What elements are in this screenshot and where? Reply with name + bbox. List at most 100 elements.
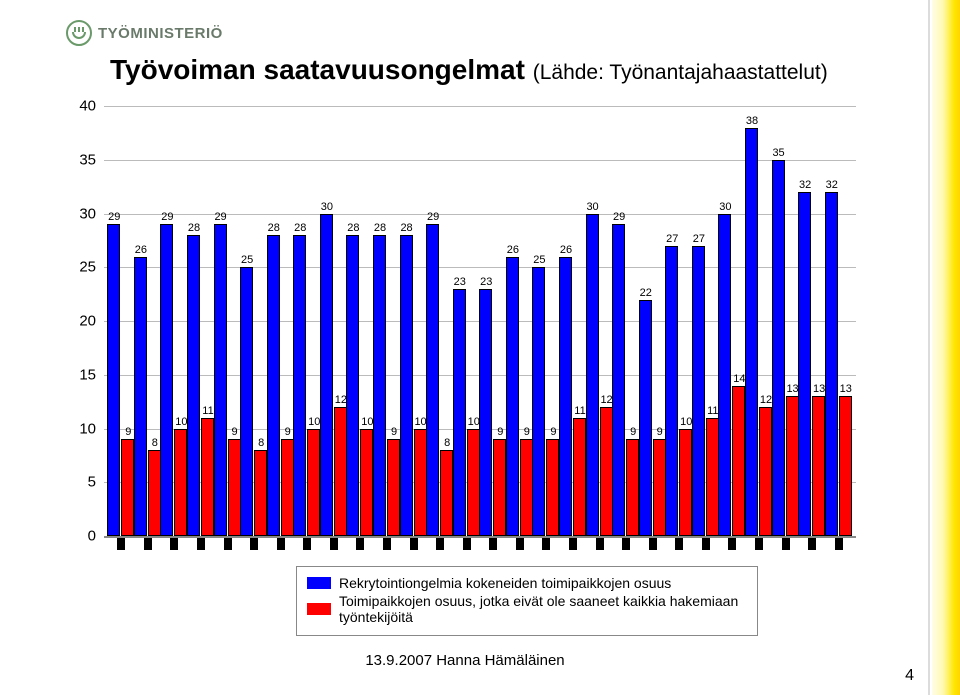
bar-value-label: 32 xyxy=(823,179,841,191)
bar-value-label: 13 xyxy=(837,383,855,395)
x-tick xyxy=(596,538,604,550)
header-logo: TYÖMINISTERIÖ xyxy=(66,20,223,46)
bar-value-label: 30 xyxy=(318,201,336,213)
chart-legend: Rekrytointiongelmia kokeneiden toimipaik… xyxy=(296,566,758,636)
x-tick xyxy=(117,538,125,550)
x-tick xyxy=(197,538,205,550)
bar-series2 xyxy=(121,439,134,536)
x-tick xyxy=(170,538,178,550)
bar-series1 xyxy=(320,214,333,537)
bar-series1 xyxy=(798,192,811,536)
bar-series1 xyxy=(240,267,253,536)
x-tick xyxy=(489,538,497,550)
bar-value-label: 28 xyxy=(265,222,283,234)
bar-series1 xyxy=(134,257,147,537)
legend-swatch-red xyxy=(307,603,331,615)
title-main: Työvoiman saatavuusongelmat xyxy=(110,54,533,85)
bar-series1 xyxy=(639,300,652,537)
bar-series2 xyxy=(360,429,373,537)
bar-value-label: 30 xyxy=(584,201,602,213)
bar-value-label: 25 xyxy=(530,254,548,266)
bar-series1 xyxy=(160,224,173,536)
footer-text: 13.9.2007 Hanna Hämäläinen xyxy=(0,652,930,669)
x-tick xyxy=(330,538,338,550)
bar-value-label: 29 xyxy=(105,211,123,223)
bar-value-label: 28 xyxy=(398,222,416,234)
y-axis-label: 10 xyxy=(66,420,96,437)
y-axis-label: 30 xyxy=(66,205,96,222)
bar-series1 xyxy=(612,224,625,536)
bar-series2 xyxy=(414,429,427,537)
bar-series2 xyxy=(440,450,453,536)
bar-value-label: 28 xyxy=(185,222,203,234)
x-tick xyxy=(782,538,790,550)
bar-series1 xyxy=(346,235,359,536)
bar-series2 xyxy=(467,429,480,537)
x-tick xyxy=(144,538,152,550)
y-axis-label: 35 xyxy=(66,151,96,168)
x-tick xyxy=(835,538,843,550)
x-tick xyxy=(649,538,657,550)
y-axis-label: 20 xyxy=(66,313,96,330)
page-title: Työvoiman saatavuusongelmat (Lähde: Työn… xyxy=(110,54,828,86)
x-tick xyxy=(250,538,258,550)
x-tick xyxy=(728,538,736,550)
bar-value-label: 27 xyxy=(663,233,681,245)
x-tick xyxy=(303,538,311,550)
bar-value-label: 22 xyxy=(637,287,655,299)
legend-item: Toimipaikkojen osuus, jotka eivät ole sa… xyxy=(307,593,747,625)
x-tick xyxy=(356,538,364,550)
bar-value-label: 29 xyxy=(424,211,442,223)
x-tick xyxy=(622,538,630,550)
bar-value-label: 29 xyxy=(212,211,230,223)
bar-series1 xyxy=(692,246,705,536)
bar-series1 xyxy=(825,192,838,536)
bar-series2 xyxy=(732,386,745,537)
legend-label: Toimipaikkojen osuus, jotka eivät ole sa… xyxy=(339,593,747,625)
bar-series1 xyxy=(293,235,306,536)
bar-series2 xyxy=(281,439,294,536)
y-axis-label: 15 xyxy=(66,366,96,383)
bar-series2 xyxy=(148,450,161,536)
bar-series2 xyxy=(254,450,267,536)
bar-value-label: 23 xyxy=(451,276,469,288)
bar-series2 xyxy=(839,396,852,536)
bar-series1 xyxy=(506,257,519,537)
bar-series2 xyxy=(679,429,692,537)
title-sub: (Lähde: Työnantajahaastattelut) xyxy=(533,61,828,84)
x-tick xyxy=(808,538,816,550)
bar-value-label: 30 xyxy=(716,201,734,213)
bar-series2 xyxy=(573,418,586,536)
x-tick xyxy=(383,538,391,550)
legend-item: Rekrytointiongelmia kokeneiden toimipaik… xyxy=(307,575,747,591)
bar-value-label: 28 xyxy=(344,222,362,234)
x-tick xyxy=(702,538,710,550)
bar-value-label: 29 xyxy=(158,211,176,223)
bar-value-label: 27 xyxy=(690,233,708,245)
bar-value-label: 26 xyxy=(557,244,575,256)
bar-series1 xyxy=(772,160,785,536)
x-tick xyxy=(569,538,577,550)
bar-series2 xyxy=(786,396,799,536)
bar-series1 xyxy=(267,235,280,536)
bar-series1 xyxy=(400,235,413,536)
bar-series2 xyxy=(174,429,187,537)
y-axis-label: 40 xyxy=(66,98,96,115)
bar-series1 xyxy=(479,289,492,536)
bar-value-label: 29 xyxy=(610,211,628,223)
bar-value-label: 26 xyxy=(504,244,522,256)
y-axis-label: 0 xyxy=(66,528,96,545)
bar-series1 xyxy=(586,214,599,537)
bar-series1 xyxy=(187,235,200,536)
bar-series1 xyxy=(453,289,466,536)
bar-series1 xyxy=(745,128,758,537)
gridline xyxy=(104,106,856,107)
bar-value-label: 25 xyxy=(238,254,256,266)
bar-series2 xyxy=(307,429,320,537)
bar-series1 xyxy=(559,257,572,537)
bar-value-label: 26 xyxy=(132,244,150,256)
y-axis-label: 25 xyxy=(66,259,96,276)
bar-series1 xyxy=(426,224,439,536)
bar-value-label: 38 xyxy=(743,115,761,127)
x-tick xyxy=(410,538,418,550)
